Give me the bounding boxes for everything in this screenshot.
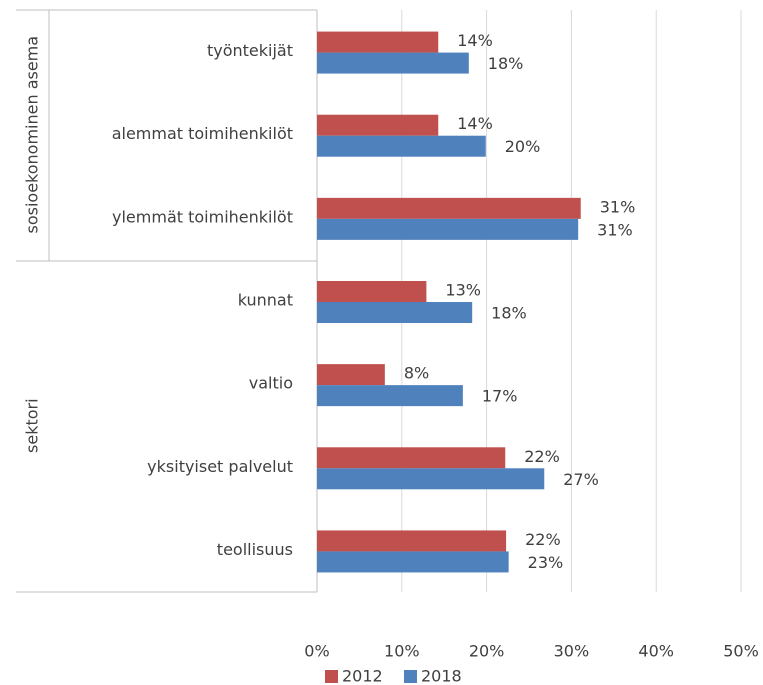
y-tick-label: työntekijät (207, 41, 293, 60)
value-label: 17% (482, 387, 518, 406)
value-label: 14% (457, 31, 493, 50)
bar (317, 135, 486, 157)
value-label: 31% (600, 197, 636, 216)
value-label: 14% (457, 114, 493, 133)
value-label: 18% (488, 54, 524, 73)
value-label: 13% (445, 281, 481, 300)
y-tick-label: teollisuus (217, 540, 293, 559)
value-label: 20% (505, 137, 541, 156)
legend-label: 2018 (421, 667, 462, 685)
bar (317, 364, 385, 386)
bar (317, 447, 506, 469)
bar (317, 218, 579, 240)
group-label: sosioekonominen asema (23, 36, 42, 234)
value-label: 27% (563, 470, 599, 489)
value-label: 18% (491, 304, 527, 323)
bar (317, 302, 473, 323)
bar (317, 114, 439, 136)
bar (317, 468, 545, 490)
bar (317, 530, 507, 552)
value-label: 8% (404, 364, 429, 383)
y-tick-label: valtio (249, 374, 293, 393)
bar (317, 385, 463, 407)
legend-label: 2012 (342, 667, 383, 685)
value-label: 23% (528, 553, 564, 572)
y-tick-label: yksityiset palvelut (147, 457, 293, 476)
group-label: sektori (23, 398, 42, 453)
value-label: 22% (525, 530, 561, 549)
bar (317, 197, 581, 219)
bar (317, 52, 469, 74)
bar (317, 31, 439, 53)
x-tick-label: 10% (384, 642, 420, 661)
y-tick-label: kunnat (238, 291, 293, 310)
value-label: 31% (597, 220, 633, 239)
x-tick-label: 30% (554, 642, 590, 661)
bar (317, 551, 509, 573)
value-label: 22% (524, 447, 560, 466)
bar (317, 281, 427, 302)
y-tick-label: alemmat toimihenkilöt (112, 124, 293, 143)
x-tick-label: 50% (723, 642, 759, 661)
x-tick-label: 20% (469, 642, 505, 661)
y-tick-label: ylemmät toimihenkilöt (112, 207, 293, 226)
x-tick-label: 0% (304, 642, 329, 661)
x-tick-label: 40% (638, 642, 674, 661)
legend-swatch (404, 670, 417, 683)
legend-swatch (325, 670, 338, 683)
